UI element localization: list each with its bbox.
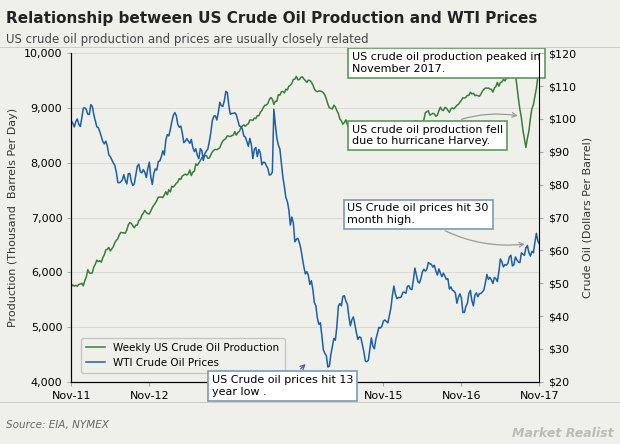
Weekly US Crude Oil Production (503, 75, 510, 81)
WTI Crude Oil Prices (193, 153, 201, 158)
WTI Crude Oil Prices (324, 365, 332, 370)
WTI Crude Oil Prices (81, 105, 89, 111)
WTI Crude Oil Prices (536, 242, 543, 247)
Weekly US Crude Oil Production (81, 278, 89, 283)
WTI Crude Oil Prices (438, 274, 446, 279)
Text: US crude oil production fell
due to hurricane Harvey.: US crude oil production fell due to hurr… (352, 113, 516, 146)
WTI Crude Oil Prices (68, 118, 75, 123)
Text: Relationship between US Crude Oil Production and WTI Prices: Relationship between US Crude Oil Produc… (6, 11, 538, 26)
Weekly US Crude Oil Production (435, 108, 443, 114)
Line: Weekly US Crude Oil Production: Weekly US Crude Oil Production (71, 67, 539, 286)
Weekly US Crude Oil Production (536, 65, 543, 70)
Line: WTI Crude Oil Prices: WTI Crude Oil Prices (71, 91, 539, 367)
Text: Market Realist: Market Realist (512, 427, 614, 440)
Text: Source: EIA, NYMEX: Source: EIA, NYMEX (6, 420, 109, 430)
WTI Crude Oil Prices (506, 254, 513, 260)
Legend: Weekly US Crude Oil Production, WTI Crude Oil Prices: Weekly US Crude Oil Production, WTI Crud… (81, 338, 285, 373)
WTI Crude Oil Prices (399, 289, 407, 295)
Text: US crude oil production and prices are usually closely related: US crude oil production and prices are u… (6, 33, 369, 46)
Weekly US Crude Oil Production (68, 284, 75, 289)
Y-axis label: Production (Thousand  Barrels Per Day): Production (Thousand Barrels Per Day) (8, 108, 18, 327)
WTI Crude Oil Prices (222, 89, 229, 94)
Text: US Crude oil prices hit 13
year low .: US Crude oil prices hit 13 year low . (211, 365, 353, 397)
Y-axis label: Crude Oil (Dollars Per Barrel): Crude Oil (Dollars Per Barrel) (582, 137, 592, 298)
WTI Crude Oil Prices (216, 99, 224, 105)
Weekly US Crude Oil Production (216, 145, 224, 151)
Weekly US Crude Oil Production (193, 163, 201, 168)
Text: US crude oil production peaked in
November 2017.: US crude oil production peaked in Novemb… (352, 52, 541, 74)
Weekly US Crude Oil Production (396, 126, 404, 131)
Text: US Crude oil prices hit 30
month high.: US Crude oil prices hit 30 month high. (347, 203, 523, 247)
